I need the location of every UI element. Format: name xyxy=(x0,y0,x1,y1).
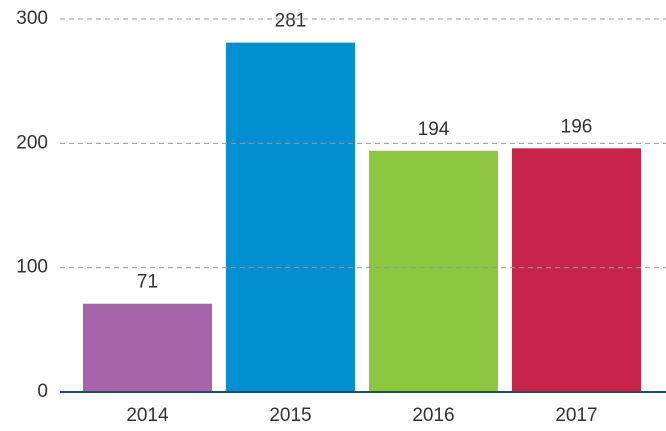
bar xyxy=(369,150,498,392)
x-tick-label: 2017 xyxy=(555,405,597,426)
y-tick-label: 0 xyxy=(37,381,48,402)
y-tick-label: 200 xyxy=(16,132,48,153)
bar xyxy=(226,42,355,393)
y-tick-label: 100 xyxy=(16,257,48,278)
data-label: 194 xyxy=(418,119,450,140)
x-tick-label: 2016 xyxy=(412,405,454,426)
x-tick-label: 2014 xyxy=(126,405,169,426)
bar xyxy=(512,148,641,392)
y-tick-label: 300 xyxy=(16,8,48,29)
data-label: 196 xyxy=(561,116,593,137)
bar xyxy=(83,303,212,392)
x-tick-label: 2015 xyxy=(269,405,311,426)
data-label: 281 xyxy=(275,11,307,32)
data-label: 71 xyxy=(137,272,158,293)
